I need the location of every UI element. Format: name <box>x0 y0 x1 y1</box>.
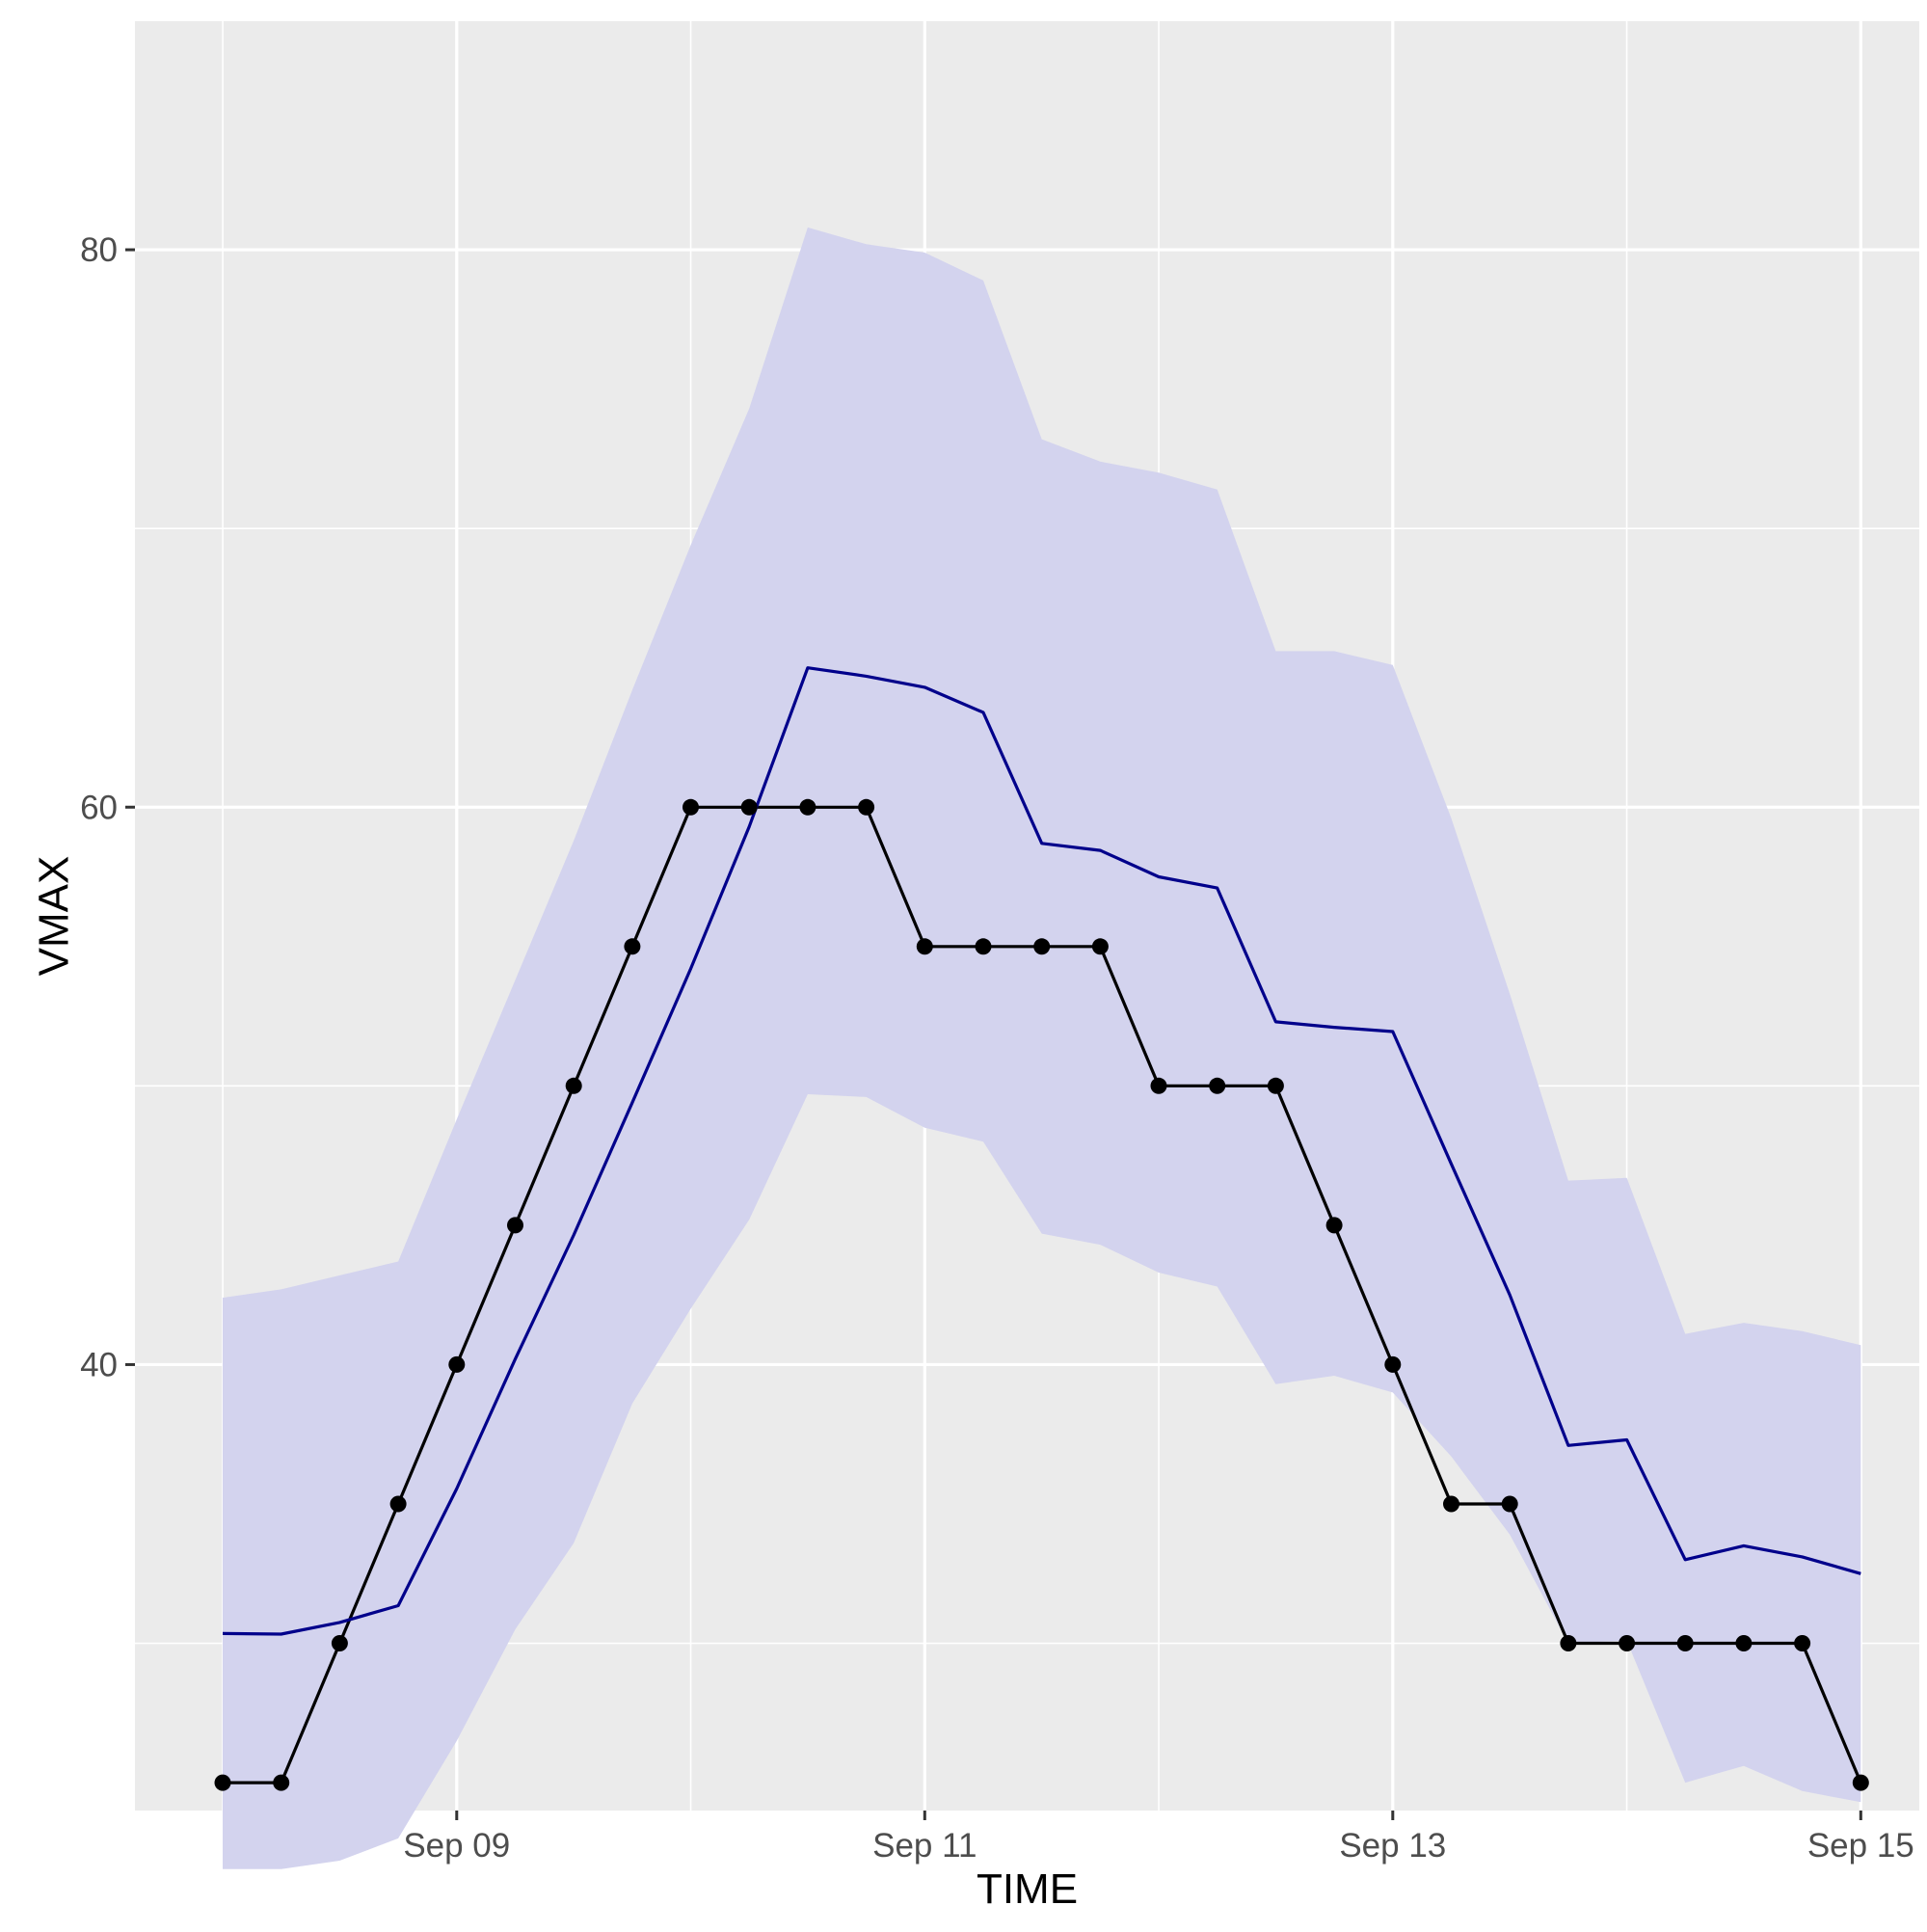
observed-data-point <box>1794 1635 1811 1651</box>
observed-data-point <box>740 798 758 816</box>
observed-data-point <box>1091 938 1109 955</box>
observed-data-point <box>858 798 875 816</box>
y-tick-label: 80 <box>80 231 118 269</box>
observed-data-point <box>624 938 641 955</box>
axes-layer: 40 60 80 Sep 09 Sep 11 Sep 13 Sep 15 <box>80 231 1914 1865</box>
observed-data-point <box>1150 1077 1167 1094</box>
observed-data-point <box>916 938 933 955</box>
observed-data-point <box>1325 1217 1343 1234</box>
observed-data-point <box>1267 1077 1284 1094</box>
y-tick-label: 60 <box>80 789 118 826</box>
x-tick-label: Sep 09 <box>403 1827 510 1865</box>
observed-data-point <box>1619 1635 1636 1651</box>
observed-data-point <box>1443 1495 1459 1513</box>
observed-data-point <box>682 798 699 816</box>
observed-data-point <box>1735 1635 1753 1651</box>
observed-data-point <box>1033 938 1051 955</box>
predicted-series-line <box>222 666 1861 1636</box>
x-axis-title: TIME <box>977 1865 1078 1913</box>
observed-data-point <box>331 1635 348 1651</box>
prediction-band-layer <box>223 227 1861 1869</box>
observed-data-point <box>1501 1495 1518 1513</box>
observed-data-point <box>1384 1355 1402 1373</box>
observed-data-point <box>1560 1635 1577 1651</box>
observed-data-point <box>448 1355 466 1373</box>
observed-data-point <box>273 1774 290 1791</box>
observed-data-point <box>1209 1077 1226 1094</box>
prediction-interval-band <box>223 227 1861 1869</box>
y-axis-title: VMAX <box>30 856 77 977</box>
observed-data-point <box>799 798 816 816</box>
observed-data-point <box>389 1495 407 1513</box>
observed-data-point <box>214 1774 231 1791</box>
series-points-layer <box>214 798 1869 1791</box>
x-tick-label: Sep 13 <box>1339 1827 1446 1865</box>
observed-data-point <box>507 1217 523 1234</box>
observed-data-point <box>565 1077 582 1094</box>
observed-data-point <box>975 938 992 955</box>
y-tick-label: 40 <box>80 1346 118 1383</box>
observed-data-point <box>1852 1774 1869 1791</box>
x-tick-label: Sep 15 <box>1807 1827 1914 1865</box>
x-tick-label: Sep 11 <box>872 1827 977 1865</box>
observed-data-point <box>1676 1635 1694 1651</box>
